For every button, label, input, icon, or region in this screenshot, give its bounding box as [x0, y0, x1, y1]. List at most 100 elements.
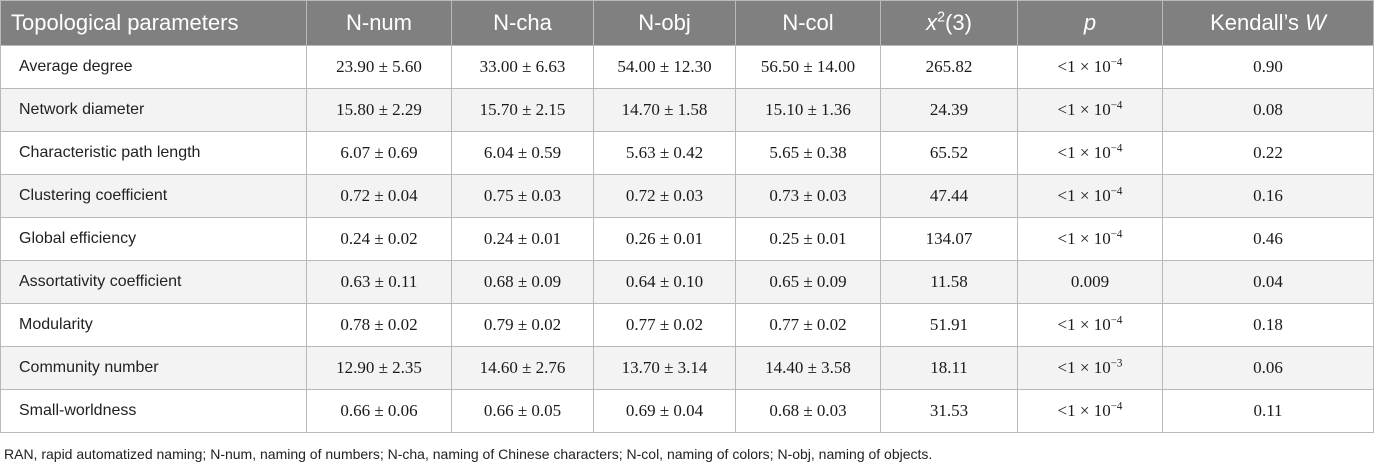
cell-kendall-w: 0.06 [1162, 346, 1374, 390]
cell-chi-square: 134.07 [880, 217, 1018, 261]
p-symbol: p [1083, 10, 1097, 35]
topology-table: Topological parameters N-num N-cha N-obj… [0, 0, 1374, 433]
cell-kendall-w: 0.18 [1162, 303, 1374, 347]
p-value-exponent: −3 [1110, 357, 1123, 370]
p-value-exponent: −4 [1110, 99, 1123, 112]
cell-p-value: 0.009 [1017, 260, 1163, 304]
table-row: Clustering coefficient 0.72 ± 0.04 0.75 ± … [0, 174, 1374, 218]
p-value-base: <1 × 10 [1057, 315, 1111, 334]
header-n-cha: N-cha [451, 0, 594, 46]
p-value-base: <1 × 10 [1057, 401, 1111, 420]
cell-n-obj: 0.69 ± 0.04 [593, 389, 736, 433]
cell-n-obj: 54.00 ± 12.30 [593, 45, 736, 89]
cell-n-num: 15.80 ± 2.29 [306, 88, 452, 132]
header-n-col: N-col [735, 0, 881, 46]
table-row: Average degree 23.90 ± 5.60 33.00 ± 6.63 54… [0, 45, 1374, 89]
cell-parameter: Community number [0, 346, 307, 390]
header-topological-parameters: Topological parameters [0, 0, 307, 46]
cell-p-value: <1 × 10−4 [1017, 45, 1163, 89]
cell-chi-square: 65.52 [880, 131, 1018, 175]
cell-parameter: Clustering coefficient [0, 174, 307, 218]
cell-n-num: 0.66 ± 0.06 [306, 389, 452, 433]
table-row: Global efficiency 0.24 ± 0.02 0.24 ± 0.01 0… [0, 217, 1374, 261]
p-value-base: 0.009 [1070, 272, 1110, 291]
cell-chi-square: 24.39 [880, 88, 1018, 132]
cell-n-cha: 0.68 ± 0.09 [451, 260, 594, 304]
cell-n-obj: 0.72 ± 0.03 [593, 174, 736, 218]
cell-n-obj: 0.26 ± 0.01 [593, 217, 736, 261]
cell-n-obj: 14.70 ± 1.58 [593, 88, 736, 132]
cell-n-num: 0.24 ± 0.02 [306, 217, 452, 261]
table-row: Assortativity coefficient 0.63 ± 0.11 0.68… [0, 260, 1374, 304]
cell-parameter: Global efficiency [0, 217, 307, 261]
cell-kendall-w: 0.16 [1162, 174, 1374, 218]
header-n-obj: N-obj [593, 0, 736, 46]
cell-n-obj: 0.77 ± 0.02 [593, 303, 736, 347]
cell-n-col: 14.40 ± 3.58 [735, 346, 881, 390]
cell-n-num: 23.90 ± 5.60 [306, 45, 452, 89]
p-value-base: <1 × 10 [1057, 100, 1111, 119]
p-value-exponent: −4 [1110, 185, 1123, 198]
cell-n-col: 5.65 ± 0.38 [735, 131, 881, 175]
header-kendall-w: Kendall’s W [1162, 0, 1374, 46]
cell-n-num: 6.07 ± 0.69 [306, 131, 452, 175]
cell-n-num: 0.78 ± 0.02 [306, 303, 452, 347]
p-value-base: <1 × 10 [1057, 229, 1111, 248]
cell-n-num: 0.63 ± 0.11 [306, 260, 452, 304]
cell-p-value: <1 × 10−4 [1017, 88, 1163, 132]
chi-exponent: 2 [937, 9, 946, 26]
table-body: Average degree 23.90 ± 5.60 33.00 ± 6.63 54… [0, 45, 1374, 433]
cell-n-col: 0.25 ± 0.01 [735, 217, 881, 261]
header-n-num: N-num [306, 0, 452, 46]
cell-n-obj: 5.63 ± 0.42 [593, 131, 736, 175]
cell-n-col: 0.68 ± 0.03 [735, 389, 881, 433]
chi-symbol: x [926, 10, 938, 35]
cell-kendall-w: 0.04 [1162, 260, 1374, 304]
kendall-w-symbol: W [1305, 10, 1326, 35]
cell-p-value: <1 × 10−4 [1017, 389, 1163, 433]
p-value-base: <1 × 10 [1057, 143, 1111, 162]
cell-parameter: Characteristic path length [0, 131, 307, 175]
cell-n-cha: 0.79 ± 0.02 [451, 303, 594, 347]
cell-n-col: 0.65 ± 0.09 [735, 260, 881, 304]
p-value-exponent: −4 [1110, 56, 1123, 69]
header-row: Topological parameters N-num N-cha N-obj… [0, 0, 1374, 46]
table-container: Topological parameters N-num N-cha N-obj… [0, 0, 1374, 433]
header-chi-square: x2(3) [880, 0, 1018, 46]
cell-n-cha: 33.00 ± 6.63 [451, 45, 594, 89]
p-value-base: <1 × 10 [1057, 358, 1111, 377]
cell-n-num: 0.72 ± 0.04 [306, 174, 452, 218]
table-row: Small-worldness 0.66 ± 0.06 0.66 ± 0.05 0.6… [0, 389, 1374, 433]
p-value-base: <1 × 10 [1057, 57, 1111, 76]
cell-chi-square: 11.58 [880, 260, 1018, 304]
table-row: Characteristic path length 6.07 ± 0.69 6.0… [0, 131, 1374, 175]
cell-p-value: <1 × 10−4 [1017, 303, 1163, 347]
cell-n-obj: 13.70 ± 3.14 [593, 346, 736, 390]
cell-n-num: 12.90 ± 2.35 [306, 346, 452, 390]
cell-parameter: Average degree [0, 45, 307, 89]
cell-chi-square: 265.82 [880, 45, 1018, 89]
cell-kendall-w: 0.22 [1162, 131, 1374, 175]
table-row: Modularity 0.78 ± 0.02 0.79 ± 0.02 0.77 ± 0… [0, 303, 1374, 347]
p-value-exponent: −4 [1110, 228, 1123, 241]
cell-chi-square: 51.91 [880, 303, 1018, 347]
cell-p-value: <1 × 10−3 [1017, 346, 1163, 390]
cell-n-col: 56.50 ± 14.00 [735, 45, 881, 89]
cell-chi-square: 47.44 [880, 174, 1018, 218]
p-value-exponent: −4 [1110, 314, 1123, 327]
p-value-exponent: −4 [1110, 142, 1123, 155]
cell-n-cha: 14.60 ± 2.76 [451, 346, 594, 390]
cell-kendall-w: 0.90 [1162, 45, 1374, 89]
cell-n-col: 15.10 ± 1.36 [735, 88, 881, 132]
cell-p-value: <1 × 10−4 [1017, 131, 1163, 175]
cell-kendall-w: 0.11 [1162, 389, 1374, 433]
cell-n-cha: 6.04 ± 0.59 [451, 131, 594, 175]
cell-n-col: 0.77 ± 0.02 [735, 303, 881, 347]
cell-n-cha: 0.24 ± 0.01 [451, 217, 594, 261]
p-value-exponent: −4 [1110, 400, 1123, 413]
kendall-label: Kendall’s [1210, 10, 1306, 35]
footnote: RAN, rapid automatized naming; N-num, na… [4, 446, 933, 462]
cell-n-cha: 0.66 ± 0.05 [451, 389, 594, 433]
cell-n-cha: 0.75 ± 0.03 [451, 174, 594, 218]
chi-df: (3) [945, 10, 972, 35]
